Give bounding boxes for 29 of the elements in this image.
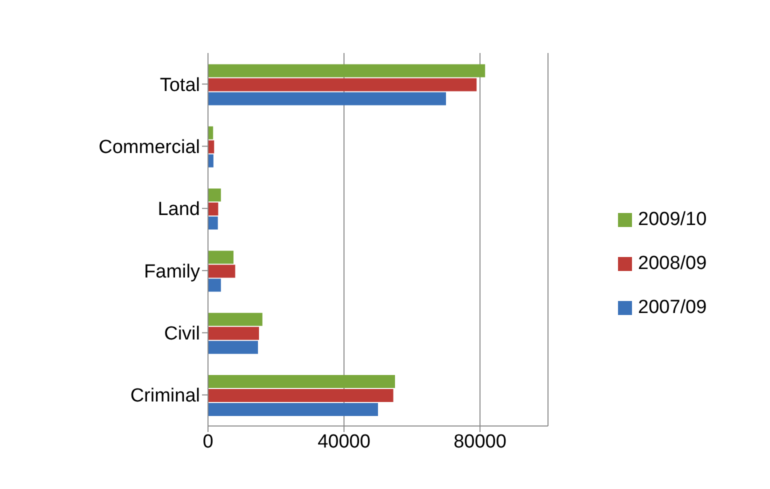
bar — [208, 264, 236, 278]
bar — [208, 278, 221, 292]
legend-label: 2007/09 — [638, 297, 707, 319]
x-tick-label: 40000 — [318, 431, 370, 452]
bar — [208, 216, 218, 230]
y-tick-label: Family — [144, 261, 200, 282]
bar — [208, 403, 378, 416]
y-tick-label: Criminal — [130, 386, 200, 407]
legend-label: 2008/09 — [638, 253, 707, 275]
bar — [208, 188, 221, 202]
bar — [208, 250, 234, 264]
x-tick-label: 80000 — [454, 431, 506, 452]
bar — [208, 375, 395, 388]
y-tick-label: Total — [160, 74, 200, 96]
bar — [208, 92, 446, 106]
legend-label: 2009/10 — [638, 209, 707, 231]
bar — [208, 140, 214, 154]
bar — [208, 154, 214, 168]
bar — [208, 389, 394, 402]
y-tick-label: Commercial — [98, 136, 200, 158]
bar — [208, 78, 477, 92]
bar — [208, 64, 486, 78]
x-tick-label: 0 — [202, 431, 214, 452]
y-tick-label: Land — [158, 199, 200, 220]
bar — [208, 312, 262, 326]
bar — [208, 326, 259, 340]
bar — [208, 340, 258, 354]
bar — [208, 202, 218, 216]
y-tick-label: Civil — [164, 323, 200, 344]
